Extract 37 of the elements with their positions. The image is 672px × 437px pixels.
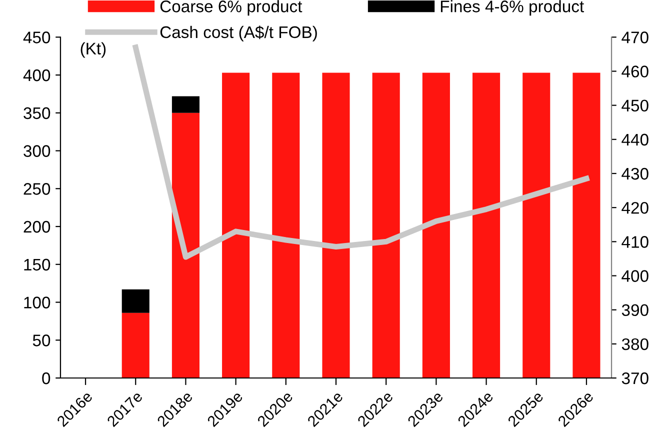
- y2-tick-label: 460: [622, 66, 648, 78]
- bar: [322, 72, 350, 378]
- y2-tick-label: 450: [622, 100, 648, 112]
- bar: [572, 72, 600, 378]
- legend-label: Fines 4-6% product: [440, 0, 584, 16]
- y2-tick-label: 390: [622, 304, 648, 316]
- y-tick-label: 250: [24, 183, 50, 195]
- bar: [172, 96, 200, 113]
- y2-tick-label: 370: [622, 372, 648, 384]
- y2-tick-label: 470: [622, 32, 648, 44]
- y2-tick-label: 420: [622, 202, 648, 214]
- y-axis-title: (Kt): [80, 42, 106, 58]
- y-tick-label: 400: [23, 69, 50, 82]
- legend-label: Coarse 6% product: [160, 0, 302, 16]
- bar: [372, 72, 400, 378]
- bar: [122, 289, 150, 313]
- bar: [272, 72, 300, 378]
- y-tick-label: 0: [42, 372, 50, 384]
- y-tick-label: 450: [23, 32, 50, 44]
- y-tick-label: 100: [24, 296, 50, 308]
- y-tick-label: 150: [24, 258, 50, 271]
- y-tick-label: 50: [32, 334, 50, 346]
- y2-tick-label: 410: [622, 236, 648, 248]
- y2-tick-label: 400: [622, 270, 648, 282]
- bar: [422, 72, 450, 378]
- y-tick-label: 350: [24, 107, 50, 120]
- bar: [222, 72, 250, 378]
- y2-tick-label: 380: [622, 338, 648, 350]
- bar: [122, 312, 150, 378]
- y2-tick-label: 430: [622, 168, 648, 180]
- legend-label: Cash cost (A$/t FOB): [160, 26, 317, 42]
- y-tick-label: 300: [24, 145, 50, 157]
- bar: [522, 72, 550, 378]
- y-tick-label: 200: [24, 220, 50, 233]
- bar: [472, 72, 500, 378]
- y2-tick-label: 440: [622, 134, 648, 146]
- bar: [172, 112, 200, 378]
